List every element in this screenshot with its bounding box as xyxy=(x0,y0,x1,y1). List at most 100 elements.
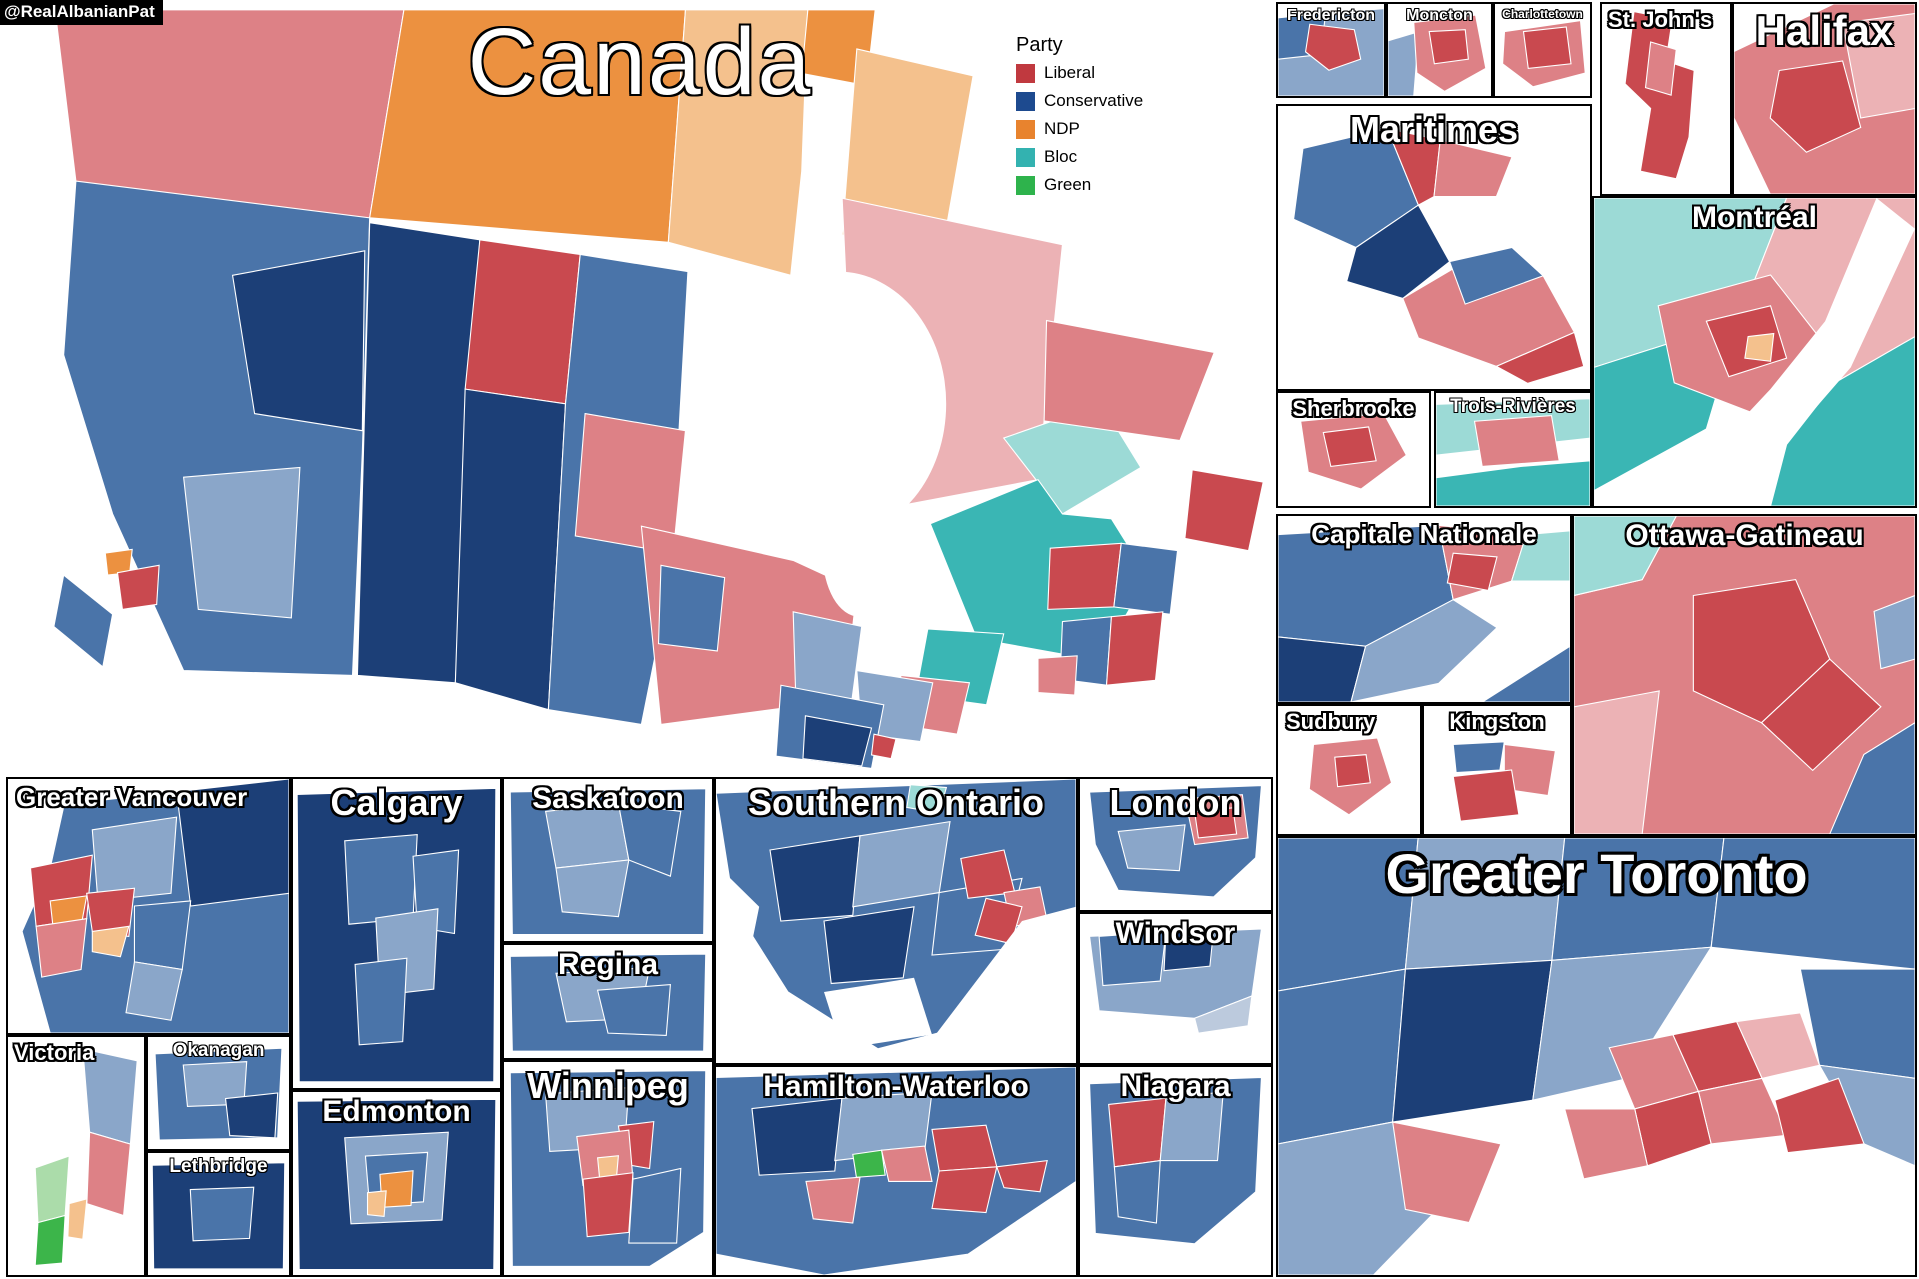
panel-saskatoon-label: Saskatoon xyxy=(532,782,684,815)
panel-kingston: Kingston xyxy=(1422,704,1572,836)
panel-okanagan: Okanagan xyxy=(146,1035,291,1151)
panel-regina-label: Regina xyxy=(557,948,659,981)
victoria-map-graphic xyxy=(8,1037,144,1275)
panel-ottawa: Ottawa-Gatineau xyxy=(1572,514,1917,836)
panel-lethbridge: Lethbridge xyxy=(146,1151,291,1277)
panel-calgary-label: Calgary xyxy=(330,782,463,823)
legend-label-liberal: Liberal xyxy=(1044,63,1096,82)
ndp-swatch-icon xyxy=(1016,119,1035,139)
watermark: @RealAlbanianPat xyxy=(0,0,163,25)
panel-sontario: Southern Ontario xyxy=(714,777,1078,1065)
hamilton-map-graphic xyxy=(716,1067,1076,1275)
legend-item-bloc: Bloc xyxy=(1016,147,1143,167)
charlottetown-map-graphic xyxy=(1495,4,1590,96)
legend-item-liberal: Liberal xyxy=(1016,63,1143,83)
okanagan-map-graphic xyxy=(148,1037,289,1149)
panel-vancouver: Greater Vancouver xyxy=(6,777,291,1035)
panel-calgary: Calgary xyxy=(291,777,502,1090)
legend-title: Party xyxy=(1016,34,1063,56)
panel-sherbrooke: Sherbrooke xyxy=(1276,391,1431,508)
panel-halifax-label: Halifax xyxy=(1755,7,1894,54)
legend-label-green: Green xyxy=(1044,175,1092,194)
sudbury-map-graphic xyxy=(1278,706,1420,834)
map-title: Canada xyxy=(467,9,813,115)
kingston-map-graphic xyxy=(1424,706,1570,834)
panel-niagara: Niagara xyxy=(1078,1065,1273,1277)
panel-edmonton-label: Edmonton xyxy=(322,1095,471,1128)
panel-victoria-label: Victoria xyxy=(14,1040,95,1065)
maritimes-map-graphic xyxy=(1278,106,1590,389)
legend-label-ndp: NDP xyxy=(1044,119,1080,138)
capitale-map-graphic xyxy=(1278,516,1570,702)
panel-sudbury-label: Sudbury xyxy=(1286,709,1376,734)
saskatoon-map-graphic xyxy=(504,779,712,941)
canada-map-graphic xyxy=(0,0,1273,777)
panel-regina: Regina xyxy=(502,943,714,1060)
stjohns-map-graphic xyxy=(1602,4,1730,194)
panel-toronto-label: Greater Toronto xyxy=(1385,842,1808,905)
panel-sudbury: Sudbury xyxy=(1276,704,1422,836)
panel-london: London xyxy=(1078,777,1273,912)
panel-montreal: Montréal xyxy=(1592,196,1917,508)
halifax-map-graphic xyxy=(1734,4,1915,194)
sherbrooke-map-graphic xyxy=(1278,393,1429,506)
panel-okanagan-label: Okanagan xyxy=(172,1040,265,1061)
legend-item-green: Green xyxy=(1016,175,1143,195)
legend-label-conservative: Conservative xyxy=(1044,91,1144,110)
panel-edmonton: Edmonton xyxy=(291,1090,502,1277)
panel-capitale: Capitale Nationale xyxy=(1276,514,1572,704)
panel-moncton: Moncton xyxy=(1386,2,1493,98)
panel-niagara-label: Niagara xyxy=(1120,1070,1231,1103)
panel-hamilton: Hamilton-Waterloo xyxy=(714,1065,1078,1277)
legend-label-bloc: Bloc xyxy=(1044,147,1078,166)
panel-maritimes-label: Maritimes xyxy=(1349,109,1519,150)
panel-victoria: Victoria xyxy=(6,1035,146,1277)
windsor-map-graphic xyxy=(1080,914,1271,1063)
panel-sontario-label: Southern Ontario xyxy=(748,782,1044,823)
legend-item-ndp: NDP xyxy=(1016,119,1143,139)
green-swatch-icon xyxy=(1016,175,1035,195)
fredericton-map-graphic xyxy=(1278,4,1384,96)
niagara-map-graphic xyxy=(1080,1067,1271,1275)
panel-charlottetown: Charlottetown xyxy=(1493,2,1592,98)
panel-moncton-label: Moncton xyxy=(1406,7,1473,24)
panel-saskatoon: Saskatoon xyxy=(502,777,714,943)
panel-winnipeg-label: Winnipeg xyxy=(527,1065,689,1106)
panel-stjohns: St. John's xyxy=(1600,2,1732,196)
panel-troisrivieres: Trois-Rivières xyxy=(1434,391,1592,508)
panel-maritimes: Maritimes xyxy=(1276,104,1592,391)
panel-windsor-label: Windsor xyxy=(1115,917,1236,950)
moncton-map-graphic xyxy=(1388,4,1491,96)
panel-stjohns-label: St. John's xyxy=(1608,7,1713,32)
panel-capitale-label: Capitale Nationale xyxy=(1311,519,1537,549)
edmonton-map-graphic xyxy=(293,1092,500,1275)
panel-troisrivieres-label: Trois-Rivières xyxy=(1450,396,1576,417)
panel-sherbrooke-label: Sherbrooke xyxy=(1292,396,1415,421)
liberal-swatch-icon xyxy=(1016,63,1035,83)
party-legend: Party Liberal Conservative NDP Bloc Gree… xyxy=(1016,34,1143,203)
panel-fredericton: Fredericton xyxy=(1276,2,1386,98)
panel-charlottetown-label: Charlottetown xyxy=(1502,7,1583,21)
panel-hamilton-label: Hamilton-Waterloo xyxy=(763,1070,1029,1103)
bloc-swatch-icon xyxy=(1016,147,1035,167)
panel-toronto: Greater Toronto xyxy=(1276,836,1917,1277)
troisrivieres-map-graphic xyxy=(1436,393,1590,506)
regina-map-graphic xyxy=(504,945,712,1058)
lethbridge-map-graphic xyxy=(148,1153,289,1275)
panel-vancouver-label: Greater Vancouver xyxy=(16,782,248,812)
legend-item-conservative: Conservative xyxy=(1016,91,1143,111)
panel-halifax: Halifax xyxy=(1732,2,1917,196)
panel-london-label: London xyxy=(1109,782,1242,823)
panel-montreal-label: Montréal xyxy=(1691,201,1818,234)
sontario-map-graphic xyxy=(716,779,1076,1063)
panel-lethbridge-label: Lethbridge xyxy=(169,1156,268,1177)
montreal-map-graphic xyxy=(1594,198,1915,506)
toronto-map-graphic xyxy=(1278,838,1915,1275)
calgary-map-graphic xyxy=(293,779,500,1088)
london-map-graphic xyxy=(1080,779,1271,910)
panel-fredericton-label: Fredericton xyxy=(1286,7,1376,24)
panel-kingston-label: Kingston xyxy=(1449,709,1545,734)
panel-canada: Canada @RealAlbanianPat Party Liberal Co… xyxy=(0,0,1273,777)
panel-ottawa-label: Ottawa-Gatineau xyxy=(1625,519,1864,552)
